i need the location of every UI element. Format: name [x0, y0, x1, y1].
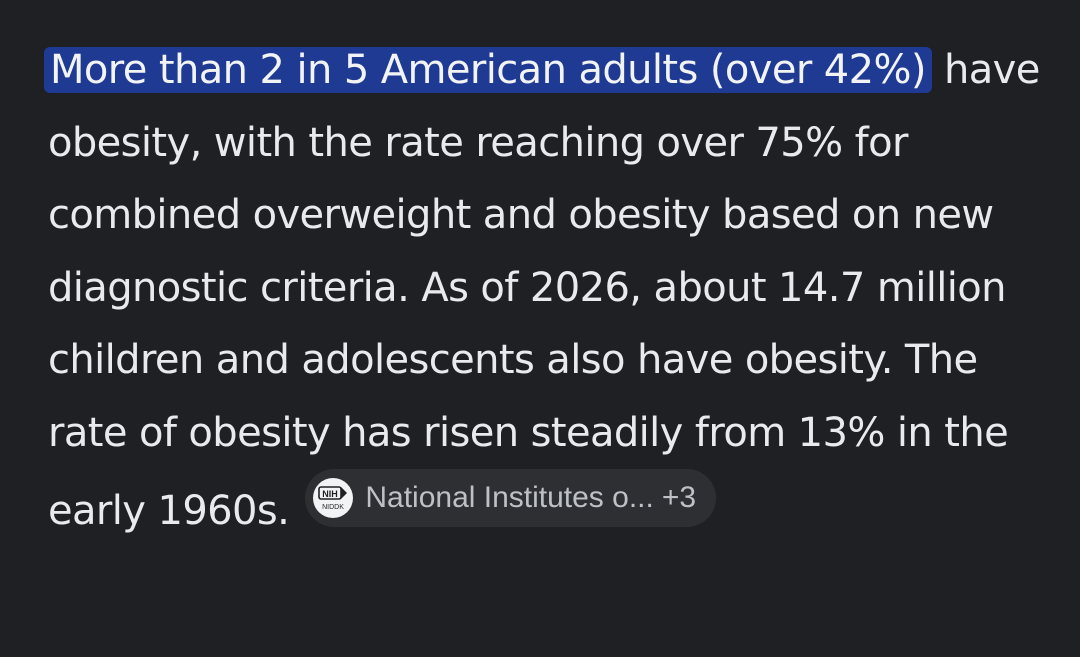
ai-answer-paragraph: More than 2 in 5 American adults (over 4…	[44, 34, 1048, 548]
nih-niddk-logo-icon: NIH NIDDK	[313, 478, 354, 518]
source-chip[interactable]: NIH NIDDK National Institutes o... +3	[305, 469, 717, 527]
highlighted-text: More than 2 in 5 American adults (over 4…	[44, 47, 932, 93]
answer-body-text: have obesity, with the rate reaching ove…	[48, 47, 1040, 534]
source-chip-count: +3	[661, 481, 697, 514]
source-chip-label: National Institutes o...	[365, 481, 654, 514]
niddk-logo-text: NIDDK	[322, 504, 344, 511]
nih-logo-svg: NIH NIDDK	[314, 479, 353, 517]
nih-logo-text: NIH	[323, 489, 339, 499]
